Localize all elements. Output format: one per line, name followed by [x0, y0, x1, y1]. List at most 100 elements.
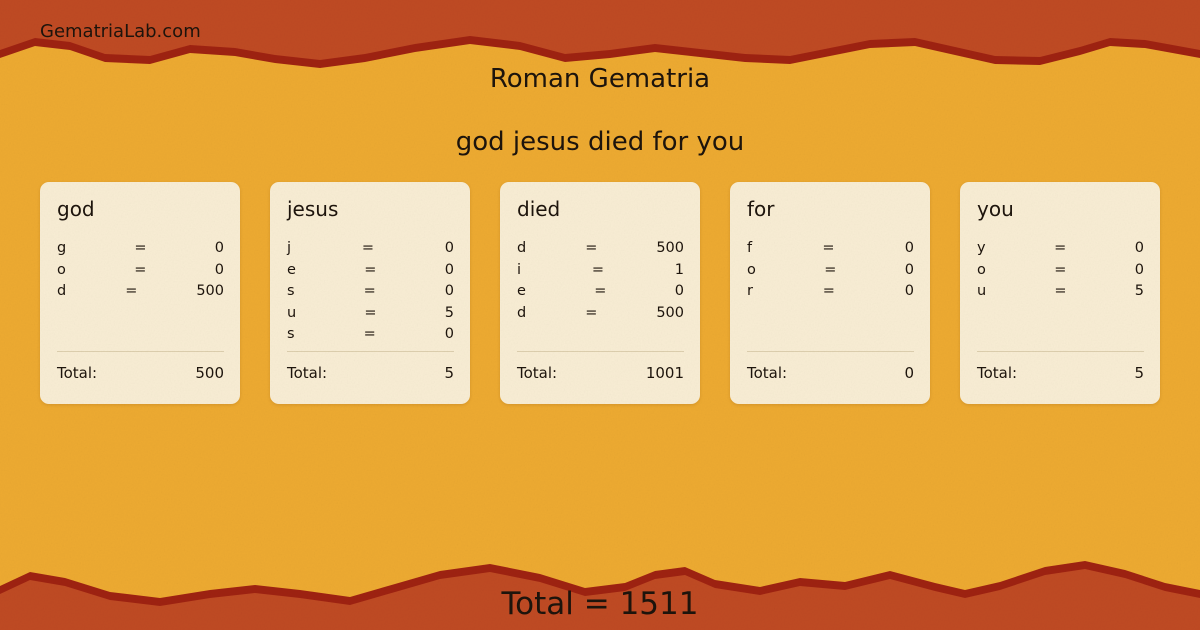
row-letter: d — [517, 240, 527, 256]
total-value: 5 — [1134, 364, 1144, 382]
equals-sign: = — [824, 261, 837, 278]
grand-total: Total = 1511 — [501, 586, 699, 622]
row-letter: g — [57, 240, 67, 256]
card-word: you — [977, 197, 1014, 221]
letter-rows: g = 0 o = 0 d = 500 — [57, 238, 224, 351]
row-letter: i — [517, 261, 522, 278]
letter-row: f = 0 — [747, 238, 914, 260]
row-value: 0 — [444, 240, 454, 256]
equals-sign: = — [1054, 240, 1067, 256]
row-value: 0 — [904, 283, 914, 300]
row-letter: e — [287, 261, 296, 278]
row-letter: s — [287, 283, 295, 300]
gematria-card: for f = 0 o = 0 r = 0 Total: 0 — [730, 182, 930, 404]
row-letter: y — [977, 240, 986, 256]
card-total-row: Total: 500 — [57, 352, 224, 384]
equals-sign: = — [591, 261, 604, 278]
letter-row: y = 0 — [977, 238, 1144, 260]
equals-sign: = — [134, 240, 147, 256]
total-value: 0 — [904, 364, 914, 382]
row-letter: o — [57, 261, 66, 278]
letter-row: r = 0 — [747, 281, 914, 303]
letter-row: o = 0 — [977, 260, 1144, 282]
gematria-card: you y = 0 o = 0 u = 5 Total: 5 — [960, 182, 1160, 404]
letter-row: d = 500 — [517, 303, 684, 325]
page-title: Roman Gematria — [489, 64, 711, 94]
site-watermark: GematriaLab.com — [40, 21, 201, 42]
equals-sign: = — [364, 304, 377, 321]
equals-sign: = — [822, 283, 835, 300]
cards-row: god g = 0 o = 0 d = 500 Total: 500 jesus… — [40, 182, 1160, 404]
letter-row: o = 0 — [747, 260, 914, 282]
row-value: 0 — [214, 240, 224, 256]
gematria-card: jesus j = 0 e = 0 s = 0 u = 5 s = 0 Tota… — [270, 182, 470, 404]
queried-phrase: god jesus died for you — [455, 127, 745, 157]
letter-row: d = 500 — [517, 238, 684, 260]
total-value: 5 — [444, 364, 454, 382]
equals-sign: = — [822, 240, 835, 256]
letter-row: s = 0 — [287, 281, 454, 303]
row-value: 500 — [656, 240, 684, 256]
row-value: 0 — [214, 261, 224, 278]
row-letter: o — [977, 261, 986, 278]
row-value: 0 — [674, 283, 684, 300]
row-value: 500 — [656, 304, 684, 321]
letter-row: e = 0 — [287, 260, 454, 282]
row-letter: d — [517, 304, 527, 321]
total-value: 500 — [195, 364, 224, 382]
equals-sign: = — [363, 283, 376, 300]
letter-row: i = 1 — [517, 260, 684, 282]
card-word: god — [57, 197, 95, 221]
row-value: 0 — [444, 326, 454, 343]
row-letter: d — [57, 283, 67, 300]
row-value: 500 — [196, 283, 224, 300]
row-value: 5 — [1134, 283, 1144, 300]
total-label: Total: — [287, 364, 328, 382]
letter-rows: f = 0 o = 0 r = 0 — [747, 238, 914, 351]
row-letter: o — [747, 261, 756, 278]
row-letter: u — [287, 304, 297, 321]
row-value: 5 — [444, 304, 454, 321]
equals-sign: = — [1054, 283, 1067, 300]
row-value: 0 — [444, 283, 454, 300]
letter-row: o = 0 — [57, 260, 224, 282]
card-total-row: Total: 0 — [747, 352, 914, 384]
total-label: Total: — [517, 364, 558, 382]
card-word: jesus — [287, 197, 339, 221]
row-value: 0 — [1134, 240, 1144, 256]
row-value: 0 — [904, 240, 914, 256]
equals-sign: = — [134, 261, 147, 278]
total-value: 1001 — [645, 364, 684, 382]
card-word: for — [747, 197, 775, 221]
equals-sign: = — [585, 304, 598, 321]
equals-sign: = — [585, 240, 598, 256]
row-letter: r — [747, 283, 753, 300]
row-value: 0 — [444, 261, 454, 278]
row-value: 1 — [674, 261, 684, 278]
letter-row: j = 0 — [287, 238, 454, 260]
card-total-row: Total: 5 — [977, 352, 1144, 384]
row-value: 0 — [1134, 261, 1144, 278]
row-letter: u — [977, 283, 987, 300]
letter-rows: j = 0 e = 0 s = 0 u = 5 s = 0 — [287, 238, 454, 351]
row-letter: e — [517, 283, 526, 300]
equals-sign: = — [363, 326, 376, 343]
card-total-row: Total: 5 — [287, 352, 454, 384]
letter-rows: d = 500 i = 1 e = 0 d = 500 — [517, 238, 684, 351]
letter-row: u = 5 — [287, 303, 454, 325]
letter-row: e = 0 — [517, 281, 684, 303]
letter-row: g = 0 — [57, 238, 224, 260]
equals-sign: = — [125, 283, 138, 300]
equals-sign: = — [1054, 261, 1067, 278]
letter-row: s = 0 — [287, 324, 454, 346]
letter-row: d = 500 — [57, 281, 224, 303]
gematria-card: god g = 0 o = 0 d = 500 Total: 500 — [40, 182, 240, 404]
card-total-row: Total: 1001 — [517, 352, 684, 384]
row-letter: f — [747, 240, 753, 256]
card-word: died — [517, 197, 561, 221]
letter-row: u = 5 — [977, 281, 1144, 303]
equals-sign: = — [364, 261, 377, 278]
gematria-card: died d = 500 i = 1 e = 0 d = 500 Total: … — [500, 182, 700, 404]
total-label: Total: — [977, 364, 1018, 382]
row-letter: j — [287, 240, 292, 256]
